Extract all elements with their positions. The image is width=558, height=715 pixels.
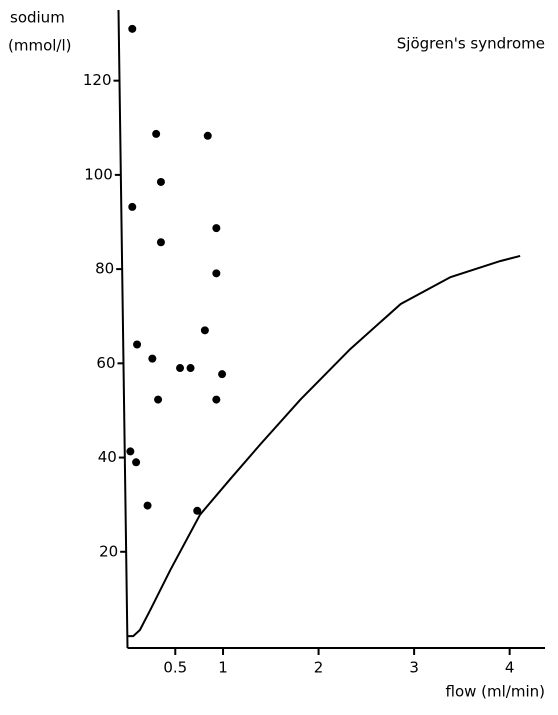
data-point: [152, 129, 161, 138]
y-axis: [117, 9, 129, 649]
y-axis-label: sodium: [10, 9, 65, 27]
data-point: [126, 447, 135, 456]
x-axis-label: flow (ml/min): [446, 683, 546, 701]
data-point: [200, 326, 209, 335]
chart-title: Sjögren's syndrome: [397, 35, 545, 53]
x-tick-label: 2: [314, 659, 324, 677]
data-point: [176, 364, 185, 373]
data-point: [154, 395, 163, 404]
curve: [127, 254, 521, 638]
data-point: [133, 340, 142, 349]
y-axis-label: (mmol/l): [8, 37, 72, 55]
data-point: [156, 238, 165, 247]
data-point: [132, 458, 141, 467]
data-point: [156, 177, 165, 186]
x-tick-label: 1: [218, 659, 228, 677]
y-tick-label: 80: [95, 260, 114, 278]
data-point: [212, 224, 221, 233]
data-point: [186, 364, 195, 373]
data-point: [193, 506, 202, 515]
x-tick-label: 4: [505, 659, 515, 677]
y-tick-label: 20: [99, 542, 118, 560]
data-point: [203, 131, 212, 140]
data-point: [212, 395, 221, 404]
data-point: [128, 24, 137, 33]
data-point: [148, 354, 157, 363]
x-tick-label: 3: [409, 659, 419, 677]
data-point: [128, 202, 137, 211]
data-point: [143, 501, 152, 510]
x-tick-label: 0.5: [163, 659, 187, 677]
y-tick-label: 60: [96, 354, 115, 372]
y-tick-label: 120: [83, 71, 112, 89]
data-point: [218, 370, 227, 379]
y-tick-label: 40: [98, 448, 117, 466]
data-point: [212, 269, 221, 278]
y-tick-label: 100: [84, 165, 113, 183]
